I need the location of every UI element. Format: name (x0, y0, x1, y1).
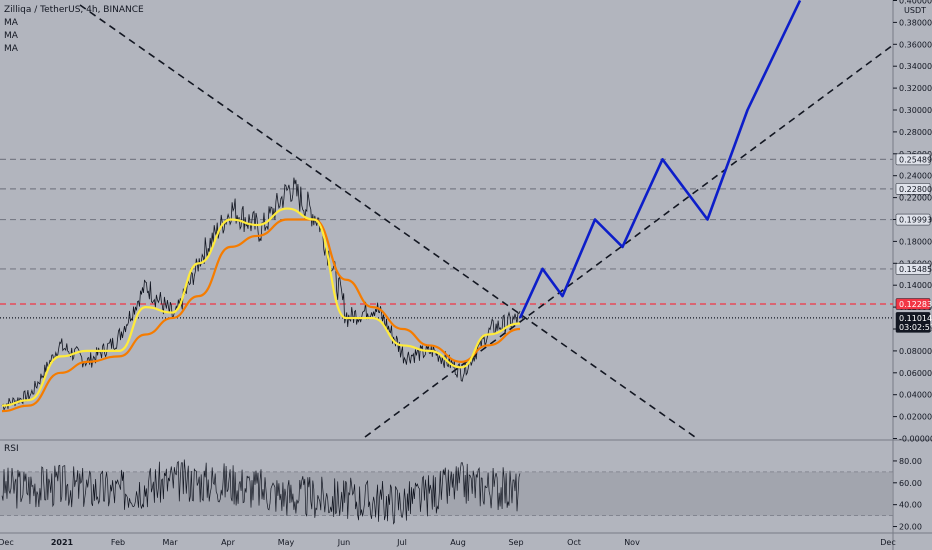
time-tick-label: 2021 (51, 538, 74, 547)
rsi-tick-label: 20.00 (899, 523, 922, 532)
ma-slow-line (1, 218, 521, 413)
time-tick-label: Dec (0, 538, 14, 547)
price-tick-label: 0.02000 (899, 413, 932, 422)
level-label-box (895, 263, 931, 275)
time-tick-label: May (278, 538, 295, 547)
price-unit: USDT (904, 6, 926, 15)
level-label: 0.15485 (899, 265, 932, 274)
level-label: 0.22800 (899, 185, 932, 194)
price-tick-label: 0.38000 (899, 18, 932, 27)
level-label: 0.25489 (899, 155, 932, 164)
level-label-box (895, 312, 931, 333)
time-tick-label: Dec (880, 538, 895, 547)
price-tick-label: 0.24000 (899, 172, 932, 181)
time-tick-label: Nov (624, 538, 640, 547)
ma-fast-line (1, 207, 521, 407)
indicator-ma-2[interactable]: MA (4, 31, 18, 41)
indicator-ma-3[interactable]: MA (4, 44, 18, 54)
rsi-title[interactable]: RSI (4, 444, 19, 454)
symbol-title[interactable]: Zilliqa / TetherUS, 4h, BINANCE (4, 5, 144, 15)
time-tick-label: Jul (396, 538, 407, 547)
level-label-box (895, 183, 931, 195)
price-series (1, 177, 521, 412)
level-label-box (895, 213, 931, 226)
time-tick-label: Feb (111, 538, 125, 547)
price-tick-label: 0.32000 (899, 84, 932, 93)
indicator-ma-1[interactable]: MA (4, 18, 18, 28)
time-tick-label: Aug (450, 538, 466, 547)
level-label: 0.11014 (899, 314, 932, 323)
ascending-trendline (364, 44, 894, 438)
price-tick-label: 0.28000 (899, 128, 932, 137)
time-tick-label: Apr (221, 538, 236, 547)
level-label: 0.12283 (899, 300, 932, 309)
level-label-box (895, 298, 931, 310)
price-tick-label: 0.18000 (899, 237, 932, 246)
rsi-tick-label: 40.00 (899, 501, 922, 510)
descending-trendline (79, 4, 696, 438)
countdown-label: 03:02:57 (899, 323, 932, 332)
price-tick-label: 0.08000 (899, 347, 932, 356)
price-tick-label: 0.14000 (899, 281, 932, 290)
price-tick-label: 0.40000 (899, 0, 932, 6)
price-tick-label: 0.22000 (899, 194, 932, 203)
level-label: 0.19993 (899, 216, 932, 225)
time-tick-label: Sep (508, 538, 523, 547)
price-tick-label: -0.00000 (899, 435, 932, 444)
chart-header: Zilliqa / TetherUS, 4h, BINANCE MA MA MA (4, 4, 144, 56)
rsi-tick-label: 80.00 (899, 457, 922, 466)
rsi-tick-label: 60.00 (899, 479, 922, 488)
time-tick-label: Mar (162, 538, 178, 547)
price-tick-label: 0.04000 (899, 391, 932, 400)
price-tick-label: 0.34000 (899, 62, 932, 71)
level-label-box (895, 153, 931, 166)
time-tick-label: Jun (337, 538, 351, 547)
rsi-series (1, 459, 521, 525)
price-tick-label: 0.06000 (899, 369, 932, 378)
projection-path (518, 0, 802, 319)
time-tick-label: Oct (567, 538, 581, 547)
price-tick-label: 0.30000 (899, 106, 932, 115)
price-tick-label: 0.36000 (899, 40, 932, 49)
